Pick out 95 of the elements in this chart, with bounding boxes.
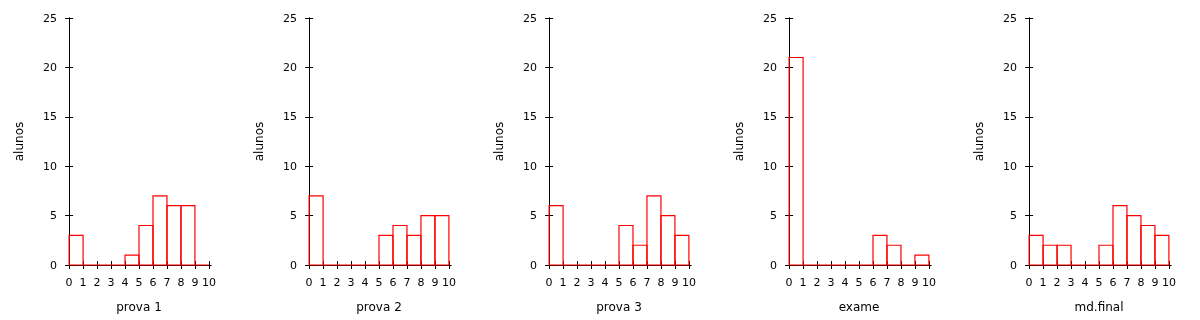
x-tick-label: 9 [911,276,919,289]
x-tick-label: 2 [93,276,101,289]
x-tick-label: 1 [799,276,807,289]
x-axis-title: prova 1 [116,300,162,314]
x-tick-label: 5 [1095,276,1103,289]
x-tick-label: 8 [1137,276,1145,289]
x-tick-label: 0 [785,276,793,289]
x-tick-label: 7 [883,276,891,289]
y-axis-title: alunos [12,121,26,162]
x-tick-label: 2 [813,276,821,289]
x-tick-label: 6 [869,276,877,289]
x-tick-label: 1 [79,276,87,289]
y-tick-label: 20 [43,60,57,74]
x-axis-title: prova 3 [596,300,642,314]
x-tick-label: 5 [855,276,863,289]
x-tick-label: 7 [643,276,651,289]
x-tick-label: 8 [657,276,665,289]
y-tick-label: 20 [523,60,537,74]
x-tick-label: 0 [545,276,553,289]
x-tick-label: 10 [681,276,696,289]
y-tick-label: 5 [1010,209,1017,223]
x-tick-label: 9 [671,276,679,289]
y-tick-label: 0 [530,258,537,272]
x-tick-label: 2 [333,276,341,289]
x-tick-label: 7 [1123,276,1131,289]
x-tick-label: 8 [417,276,425,289]
y-tick-label: 10 [283,159,297,173]
x-tick-label: 4 [841,276,849,289]
y-tick-label: 0 [290,258,297,272]
y-tick-label: 5 [50,209,57,223]
y-tick-label: 5 [290,209,297,223]
x-tick-label: 3 [347,276,355,289]
y-tick-label: 20 [763,60,777,74]
y-tick-label: 0 [1010,258,1017,272]
y-tick-label: 5 [530,209,537,223]
x-tick-label: 2 [1053,276,1061,289]
x-tick-label: 10 [201,276,216,289]
x-tick-label: 10 [1161,276,1176,289]
x-tick-label: 3 [1067,276,1075,289]
x-tick-label: 0 [65,276,73,289]
y-tick-label: 25 [763,11,777,25]
y-tick-label: 0 [770,258,777,272]
y-tick-label: 25 [523,11,537,25]
x-tick-label: 7 [163,276,171,289]
x-tick-label: 4 [601,276,609,289]
x-tick-label: 5 [135,276,143,289]
x-tick-label: 0 [1025,276,1033,289]
x-tick-label: 1 [319,276,327,289]
x-tick-label: 3 [827,276,835,289]
x-tick-label: 6 [1109,276,1117,289]
x-tick-label: 8 [897,276,905,289]
y-axis-title: alunos [252,121,266,162]
x-tick-label: 4 [1081,276,1089,289]
x-tick-label: 10 [921,276,936,289]
x-tick-label: 1 [559,276,567,289]
x-tick-label: 9 [1151,276,1159,289]
y-tick-label: 15 [523,110,537,124]
y-tick-label: 20 [1003,60,1017,74]
x-tick-label: 9 [431,276,439,289]
y-tick-label: 15 [763,110,777,124]
x-tick-label: 6 [149,276,157,289]
y-tick-label: 25 [283,11,297,25]
x-tick-label: 3 [587,276,595,289]
y-tick-label: 10 [763,159,777,173]
y-tick-label: 15 [43,110,57,124]
x-axis-title: prova 2 [356,300,402,314]
x-tick-label: 2 [573,276,581,289]
x-tick-label: 0 [305,276,313,289]
y-tick-label: 10 [43,159,57,173]
x-tick-label: 5 [615,276,623,289]
x-axis-title: exame [838,300,880,314]
y-tick-label: 25 [1003,11,1017,25]
y-axis-title: alunos [492,121,506,162]
y-tick-label: 0 [50,258,57,272]
x-tick-label: 8 [177,276,185,289]
y-tick-label: 15 [1003,110,1017,124]
x-tick-label: 4 [121,276,129,289]
x-tick-label: 10 [441,276,456,289]
x-tick-label: 7 [403,276,411,289]
y-tick-label: 15 [283,110,297,124]
y-tick-label: 5 [770,209,777,223]
y-axis-title: alunos [972,121,986,162]
y-axis-title: alunos [732,121,746,162]
x-tick-label: 1 [1039,276,1047,289]
x-tick-label: 6 [629,276,637,289]
x-tick-label: 6 [389,276,397,289]
y-tick-label: 25 [43,11,57,25]
y-tick-label: 10 [523,159,537,173]
x-tick-label: 9 [191,276,199,289]
y-tick-label: 20 [283,60,297,74]
x-tick-label: 3 [107,276,115,289]
x-tick-label: 5 [375,276,383,289]
x-tick-label: 4 [361,276,369,289]
x-axis-title: md.final [1074,300,1124,314]
y-tick-label: 10 [1003,159,1017,173]
